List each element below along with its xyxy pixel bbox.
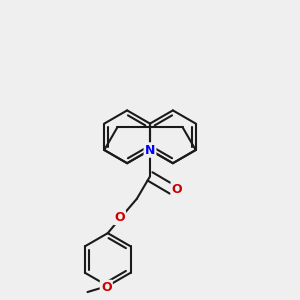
Text: O: O	[114, 211, 125, 224]
Text: N: N	[145, 143, 155, 157]
Text: O: O	[172, 183, 182, 196]
Text: O: O	[101, 281, 112, 294]
